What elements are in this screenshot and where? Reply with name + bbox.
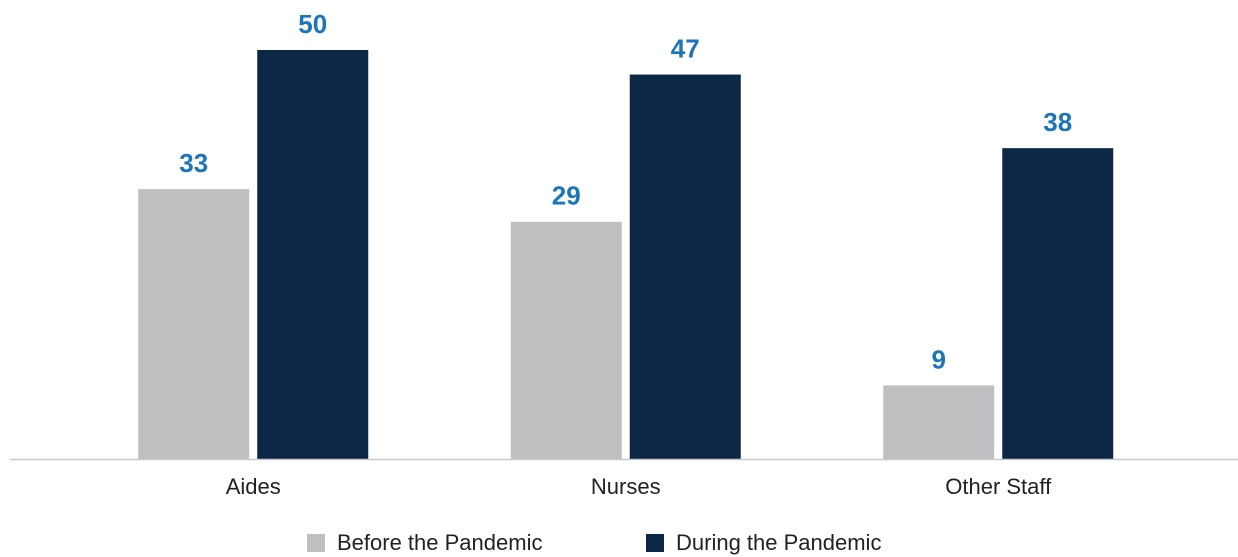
bar [1002,148,1114,459]
legend-swatch [646,534,664,552]
x-tick-label: Other Staff [945,474,1052,499]
bar [138,189,250,459]
legend-label: During the Pandemic [676,530,881,555]
x-tick-label: Nurses [591,474,661,499]
bar [883,385,995,459]
legend-label: Before the Pandemic [337,530,542,555]
legend-swatch [307,534,325,552]
value-label: 38 [1043,107,1072,137]
bar [629,74,741,459]
value-label: 50 [298,9,327,39]
bar [510,221,622,459]
value-label: 33 [179,148,208,178]
value-label: 47 [671,33,700,63]
bar [257,50,369,459]
value-label: 29 [552,181,581,211]
value-label: 9 [932,344,946,374]
x-tick-label: Aides [226,474,281,499]
